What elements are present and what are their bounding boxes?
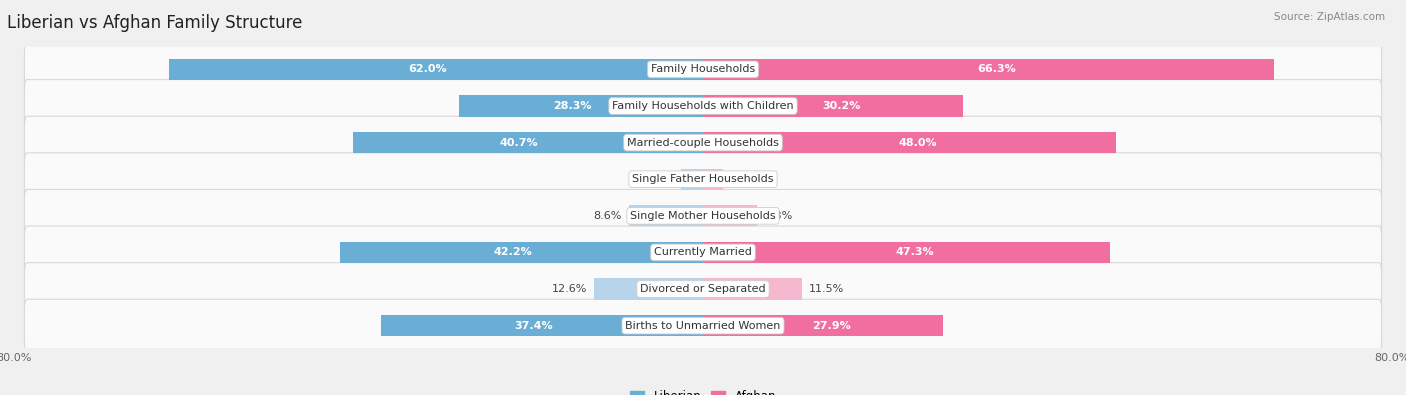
Text: 47.3%: 47.3% [896,247,935,258]
Bar [14,88,1392,124]
Bar [381,315,703,336]
Bar [703,95,963,117]
Text: 28.3%: 28.3% [554,101,592,111]
Text: Family Households with Children: Family Households with Children [612,101,794,111]
Text: 11.5%: 11.5% [808,284,844,294]
Text: 6.3%: 6.3% [763,211,793,221]
Text: Currently Married: Currently Married [654,247,752,258]
Text: 27.9%: 27.9% [813,321,851,331]
Text: 2.5%: 2.5% [647,174,675,184]
Bar [340,242,703,263]
Text: Source: ZipAtlas.com: Source: ZipAtlas.com [1274,12,1385,22]
Bar [595,278,703,300]
Text: 66.3%: 66.3% [977,64,1017,74]
FancyBboxPatch shape [24,80,1382,132]
Bar [14,234,1392,271]
Bar [14,198,1392,234]
FancyBboxPatch shape [24,299,1382,352]
Text: Liberian vs Afghan Family Structure: Liberian vs Afghan Family Structure [7,13,302,32]
Text: 12.6%: 12.6% [553,284,588,294]
Text: 42.2%: 42.2% [494,247,531,258]
Bar [682,169,703,190]
Bar [703,242,1111,263]
FancyBboxPatch shape [24,153,1382,205]
Text: Married-couple Households: Married-couple Households [627,137,779,148]
Text: Births to Unmarried Women: Births to Unmarried Women [626,321,780,331]
Bar [169,59,703,80]
Bar [703,205,758,226]
Text: 37.4%: 37.4% [515,321,553,331]
FancyBboxPatch shape [24,43,1382,96]
FancyBboxPatch shape [24,116,1382,169]
Text: 30.2%: 30.2% [823,101,860,111]
Bar [703,59,1274,80]
Bar [703,169,723,190]
Bar [703,278,801,300]
Bar [14,271,1392,307]
FancyBboxPatch shape [24,190,1382,242]
Text: 2.3%: 2.3% [730,174,758,184]
Text: 8.6%: 8.6% [593,211,621,221]
Bar [460,95,703,117]
Bar [703,315,943,336]
Text: Family Households: Family Households [651,64,755,74]
FancyBboxPatch shape [24,226,1382,279]
Bar [353,132,703,153]
Text: 40.7%: 40.7% [499,137,538,148]
Bar [14,51,1392,88]
Bar [14,307,1392,344]
Bar [14,161,1392,198]
Text: Divorced or Separated: Divorced or Separated [640,284,766,294]
FancyBboxPatch shape [24,263,1382,315]
Text: Single Father Households: Single Father Households [633,174,773,184]
Bar [628,205,703,226]
Legend: Liberian, Afghan: Liberian, Afghan [626,385,780,395]
Text: 62.0%: 62.0% [408,64,447,74]
Bar [703,132,1116,153]
Text: 48.0%: 48.0% [898,137,938,148]
Bar [14,124,1392,161]
Text: Single Mother Households: Single Mother Households [630,211,776,221]
